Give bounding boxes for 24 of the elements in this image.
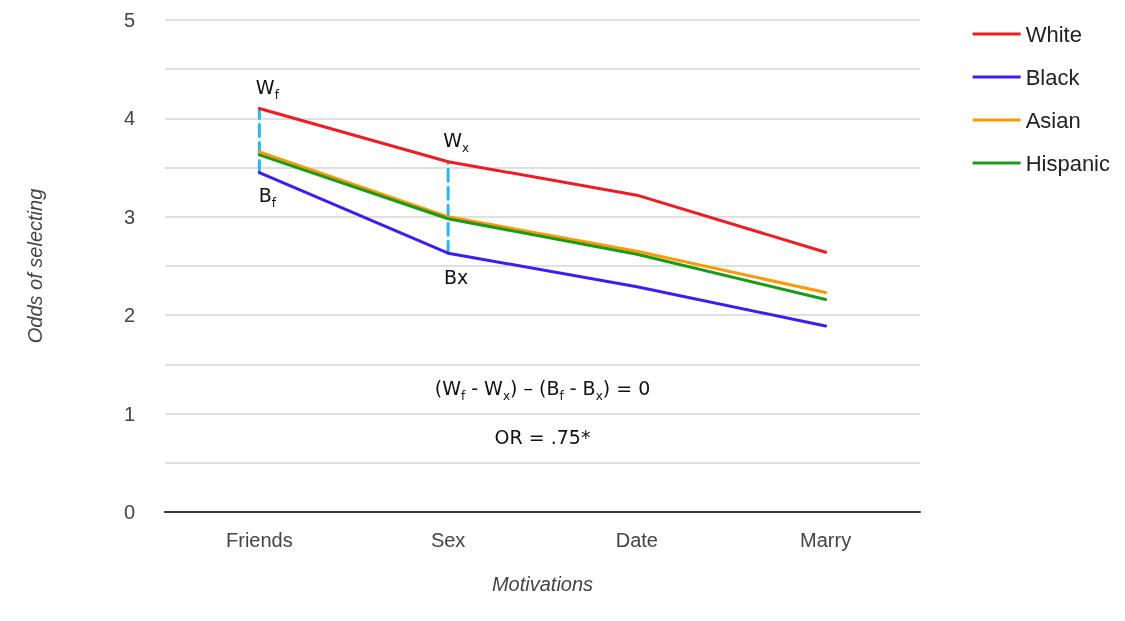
y-tick-label: 1 xyxy=(123,402,135,425)
legend-label: Hispanic xyxy=(1025,150,1111,176)
annotation: W$_{x}$ xyxy=(443,128,470,155)
y-tick-label: 5 xyxy=(123,9,135,31)
annotation: Bx xyxy=(443,266,469,289)
text: (W$_{f}$ - W$_{x}$) – (B$_{f}$ - B$_{x}$) = 0 xyxy=(434,377,651,403)
line-series xyxy=(257,171,828,328)
y-tick-label: 3 xyxy=(123,205,135,228)
x-tick-label: Marry xyxy=(800,529,852,551)
annotation: OR = .75* xyxy=(494,426,591,448)
legend-label: Black xyxy=(1025,64,1081,90)
y-tick-label: 0 xyxy=(123,501,135,523)
legend-label: Asian xyxy=(1025,107,1081,133)
x-tick-label: Date xyxy=(615,529,658,551)
x-tick-label: Friends xyxy=(226,529,293,551)
legend-label: White xyxy=(1025,21,1082,47)
line-series xyxy=(257,107,828,254)
x-axis-title: Motivations xyxy=(491,573,594,595)
y-axis-title: Odds of selecting xyxy=(24,188,46,344)
y-tick-label: 2 xyxy=(123,304,135,327)
x-tick-label: Sex xyxy=(430,529,466,551)
annotation: B$_{f}$ xyxy=(258,183,277,210)
y-tick-label: 4 xyxy=(123,107,135,130)
annotation: W$_{f}$ xyxy=(255,75,279,102)
